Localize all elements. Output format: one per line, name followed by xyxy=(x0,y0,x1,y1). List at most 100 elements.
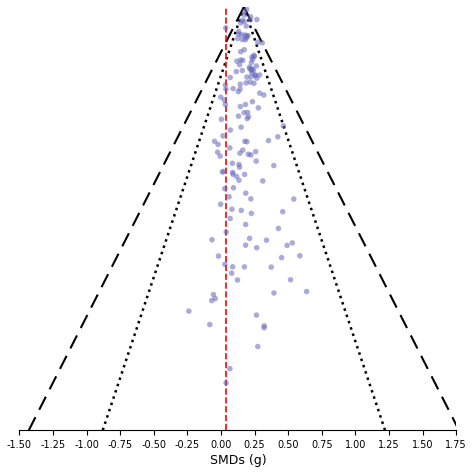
Point xyxy=(243,138,251,146)
Point xyxy=(244,32,252,39)
Point xyxy=(250,80,258,87)
Point xyxy=(263,237,270,244)
Point xyxy=(254,38,262,46)
Point xyxy=(228,205,236,213)
Point xyxy=(220,168,228,175)
Point xyxy=(233,173,240,180)
Point xyxy=(222,85,230,93)
Point xyxy=(235,161,243,168)
Point xyxy=(245,113,252,120)
Point xyxy=(232,68,240,75)
Point xyxy=(240,18,248,25)
Point xyxy=(229,263,237,271)
Point xyxy=(246,16,254,24)
Point xyxy=(236,61,243,69)
Point xyxy=(290,195,298,203)
Point xyxy=(256,71,264,79)
Point xyxy=(283,242,291,249)
Point xyxy=(211,137,219,145)
Point xyxy=(247,151,255,159)
Point xyxy=(211,295,219,302)
Point xyxy=(215,252,222,260)
Point xyxy=(252,72,259,79)
Point xyxy=(250,66,257,74)
Point xyxy=(260,91,268,99)
Point xyxy=(240,109,248,117)
Point xyxy=(303,288,310,295)
Point xyxy=(253,74,261,82)
Point xyxy=(236,164,243,171)
Point xyxy=(227,215,234,222)
Point xyxy=(235,88,242,95)
Point xyxy=(214,141,222,148)
Point xyxy=(255,104,262,111)
Point xyxy=(237,207,245,214)
Point xyxy=(260,324,268,331)
Point xyxy=(237,85,244,93)
Point xyxy=(278,254,285,262)
Point xyxy=(216,152,224,160)
Point xyxy=(247,73,255,81)
Point xyxy=(242,100,249,108)
Point xyxy=(243,73,251,81)
Point xyxy=(296,252,304,260)
Point xyxy=(249,98,256,105)
Point xyxy=(242,220,249,228)
Point xyxy=(246,63,253,71)
Point xyxy=(226,144,234,152)
Point xyxy=(242,241,249,249)
Point xyxy=(237,31,245,38)
Point xyxy=(241,263,248,271)
Point xyxy=(256,89,264,97)
Point xyxy=(221,81,229,89)
Point xyxy=(239,146,246,154)
Point xyxy=(229,171,237,178)
Point xyxy=(219,132,227,140)
Point xyxy=(279,208,287,216)
Point xyxy=(244,109,251,116)
Point xyxy=(253,16,261,23)
Point xyxy=(247,210,255,217)
Point xyxy=(244,115,251,122)
Point xyxy=(246,65,254,73)
Point xyxy=(217,93,225,101)
Point xyxy=(248,69,255,76)
Point xyxy=(243,32,251,40)
Point xyxy=(217,201,224,208)
Point xyxy=(289,239,296,246)
Point xyxy=(252,148,259,155)
Point xyxy=(242,22,250,30)
Point xyxy=(260,322,268,329)
Point xyxy=(222,24,229,32)
Point xyxy=(241,31,249,39)
Point xyxy=(242,189,249,197)
Point xyxy=(221,185,228,192)
Point xyxy=(237,48,245,55)
Point xyxy=(237,56,245,64)
Point xyxy=(228,159,236,167)
Point xyxy=(206,321,214,328)
Point xyxy=(247,59,255,66)
Point xyxy=(270,289,278,297)
Point xyxy=(238,36,246,43)
Point xyxy=(242,79,250,87)
Point xyxy=(274,225,282,232)
Point xyxy=(287,276,294,283)
Point xyxy=(233,57,241,65)
Point xyxy=(249,55,256,63)
Point xyxy=(225,193,233,201)
Point xyxy=(229,85,237,92)
Point xyxy=(245,150,252,158)
Point xyxy=(227,73,234,81)
Point xyxy=(219,168,226,176)
Point xyxy=(234,276,241,284)
Point xyxy=(222,379,230,387)
Point xyxy=(235,27,242,35)
Point xyxy=(210,291,217,298)
Point xyxy=(247,66,255,74)
Point xyxy=(280,122,287,130)
Point xyxy=(218,116,225,123)
Point xyxy=(236,149,244,157)
Point xyxy=(227,126,234,134)
Point xyxy=(246,78,254,86)
